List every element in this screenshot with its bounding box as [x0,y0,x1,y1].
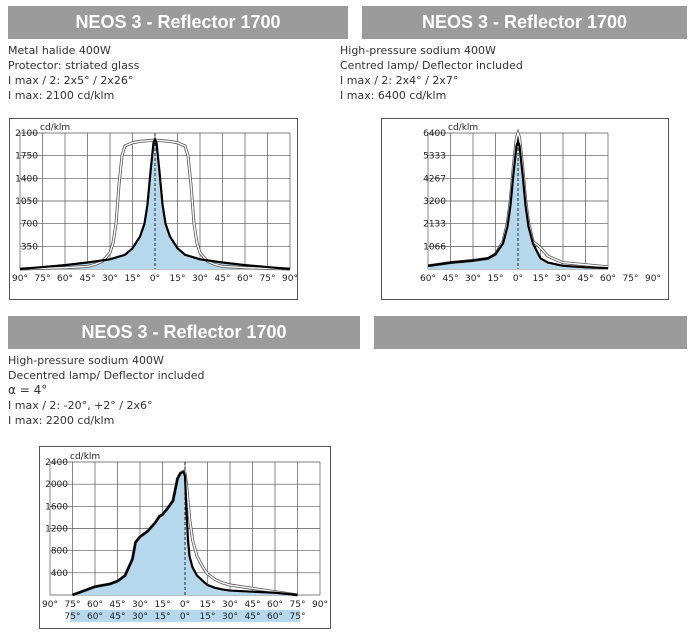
panel-2-specs: High-pressure sodium 400W Centred lamp/ … [340,43,523,103]
x-tick-label: 30° [465,274,481,284]
panel-3-config: Decentred lamp/ Deflector included [8,369,205,382]
x-tick-label: 45° [245,600,261,610]
x-tick-label: 45° [215,274,231,284]
panel-1-imax: I max: 2100 cd/klm [8,89,115,102]
intensity-curve-bold [19,136,291,271]
panel-2-lamp: High-pressure sodium 400W [340,44,496,57]
x-tick-label: 45° [443,274,459,284]
y-tick-label: 800 [51,547,68,557]
y-tick-label: 700 [21,220,38,230]
panel-1-chart-svg: 2100 1750 1400 1050 700 350 cd/klm 90° 75° 60° 45°… [12,123,298,284]
x-tick-label: 0° [180,600,190,610]
band-tick-label: 45° [110,612,126,622]
panel-3-alpha: α = 4° [8,383,48,397]
panel-2-config: Centred lamp/ Deflector included [340,59,523,72]
x-tick-label: 75° [35,274,51,284]
panel-3-specs: High-pressure sodium 400W Decentred lamp… [8,353,204,428]
x-tick-label: 90° [12,274,28,284]
band-tick-label: 15° [155,612,171,622]
x-tick-label: 60° [57,274,73,284]
unit-label: cd/klm [448,123,478,133]
x-tick-label: 45° [578,274,594,284]
y-tick-label: 1066 [423,242,446,252]
band-tick-label: 15° [200,612,216,622]
y-tick-label: 1600 [45,502,68,512]
secondary-angle-band [70,610,300,622]
x-tick-label: 60° [420,274,436,284]
band-tick-label: 45° [245,612,261,622]
panel-2-imax-half: I max / 2: 2x4° / 2x7° [340,74,459,87]
x-tick-label: 75° [290,600,306,610]
y-tick-label: 5333 [423,152,446,162]
panel-3-lamp: High-pressure sodium 400W [8,354,164,367]
panel-2-chart: 6400 5333 4267 3200 2133 1066 cd/klm 60° 45° 30° 1… [381,118,669,300]
y-tick-label: 2133 [423,220,446,230]
x-tick-label: 0° [150,274,160,284]
y-tick-label: 1050 [15,197,38,207]
y-tick-label: 2400 [45,458,68,468]
intensity-curve-bold [72,470,298,597]
panel-4-title [374,316,687,349]
x-tick-label: 90° [645,274,661,284]
x-tick-label: 45° [110,600,126,610]
unit-label: cd/klm [40,123,70,133]
y-tick-label: 1200 [45,525,68,535]
y-tick-label: 2000 [45,480,68,490]
panel-1-imax-half: I max / 2: 2x5° / 2x26° [8,74,134,87]
y-tick-label: 3200 [423,197,446,207]
x-tick-label: 60° [600,274,616,284]
x-tick-label: 30° [102,274,118,284]
y-tick-label: 1400 [15,174,38,184]
x-tick-label: 60° [87,600,103,610]
y-tick-label: 6400 [423,129,446,139]
x-tick-label: 90° [42,600,58,610]
x-tick-label: 45° [80,274,96,284]
panel-2-chart-svg: 6400 5333 4267 3200 2133 1066 cd/klm 60° 45° 30° 1… [420,123,661,284]
x-tick-label: 15° [125,274,141,284]
panel-2-title: NEOS 3 - Reflector 1700 [362,6,687,39]
y-tick-label: 2100 [15,129,38,139]
panel-2-imax: I max: 6400 cd/klm [340,89,447,102]
x-tick-label: 30° [132,600,148,610]
y-tick-label: 350 [21,242,38,252]
x-tick-label: 15° [155,600,171,610]
x-tick-label: 75° [260,274,276,284]
x-tick-label: 0° [513,274,523,284]
y-tick-label: 4267 [423,174,446,184]
x-tick-label: 30° [555,274,571,284]
band-tick-label: 60° [267,612,283,622]
panel-3-title: NEOS 3 - Reflector 1700 [8,316,360,349]
y-tick-label: 400 [51,569,68,579]
x-tick-label: 15° [170,274,186,284]
x-tick-label: 75° [623,274,639,284]
panel-3-chart-svg: 2400 2000 1600 1200 800 400 cd/klm 90° 75° 60° 45°… [42,452,328,622]
panel-3-chart: 2400 2000 1600 1200 800 400 cd/klm 90° 75° 60° 45°… [39,446,331,629]
panel-1-title: NEOS 3 - Reflector 1700 [8,6,348,39]
panel-1-chart: 2100 1750 1400 1050 700 350 cd/klm 90° 75° 60° 45°… [9,118,298,300]
x-tick-label: 60° [267,600,283,610]
x-tick-label: 90° [282,274,297,284]
x-tick-label: 30° [192,274,208,284]
x-tick-label: 15° [488,274,504,284]
band-tick-label: 0° [180,612,190,622]
x-tick-label: 30° [222,600,238,610]
band-tick-label: 75° [290,612,306,622]
x-tick-label: 60° [237,274,253,284]
x-tick-label: 90° [312,600,328,610]
unit-label: cd/klm [70,452,100,462]
panel-1-specs: Metal halide 400W Protector: striated gl… [8,43,139,103]
band-tick-label: 60° [87,612,103,622]
x-tick-label: 75° [65,600,81,610]
panel-3-imax: I max: 2200 cd/klm [8,414,115,427]
band-tick-label: 75° [65,612,81,622]
panel-1-lamp: Metal halide 400W [8,44,111,57]
panel-1-protector: Protector: striated glass [8,59,140,72]
y-tick-label: 1750 [15,152,38,162]
x-tick-label: 15° [533,274,549,284]
panel-3-imax-half: I max / 2: -20°, +2° / 2x6° [8,399,153,412]
intensity-curve-bold [427,138,609,270]
band-tick-label: 30° [132,612,148,622]
band-tick-label: 30° [222,612,238,622]
x-tick-label: 15° [200,600,216,610]
